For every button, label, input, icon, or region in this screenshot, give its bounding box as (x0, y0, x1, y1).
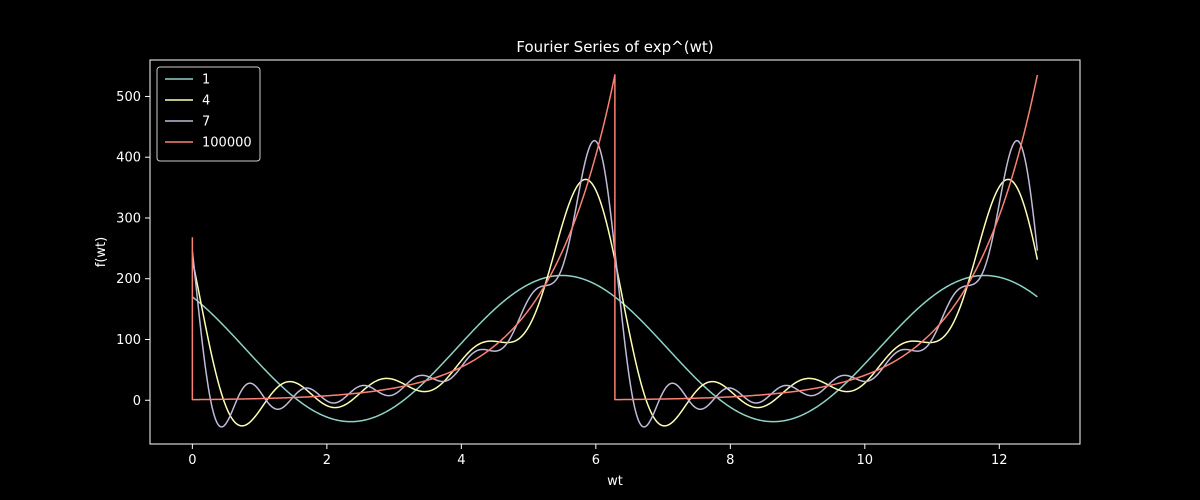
x-tick-label: 10 (857, 453, 874, 468)
legend-label-4: 4 (202, 94, 210, 109)
plot-frame (149, 59, 1081, 445)
y-tick-label: 400 (116, 151, 141, 166)
x-tick-label: 12 (991, 453, 1008, 468)
x-tick-label: 8 (726, 453, 734, 468)
y-tick-label: 300 (116, 211, 141, 226)
x-tick-label: 2 (323, 453, 331, 468)
legend-label-1: 1 (202, 73, 210, 88)
y-tick-label: 100 (116, 333, 141, 348)
legend-label-100000: 100000 (202, 136, 252, 151)
series-layer (191, 74, 1039, 428)
legend-label-7: 7 (202, 115, 210, 130)
x-axis: 0 2 4 6 8 10 12 (188, 444, 1008, 468)
legend: 1 4 7 100000 (156, 66, 261, 162)
y-axis: 0 100 200 300 400 500 (116, 90, 150, 409)
legend-box (156, 66, 261, 162)
x-tick-label: 0 (188, 453, 196, 468)
y-tick-label: 200 (116, 272, 141, 287)
y-tick-label: 0 (133, 394, 141, 409)
y-axis-title: f(wt) (94, 237, 109, 267)
x-tick-label: 4 (457, 453, 465, 468)
series-line-100000 (191, 74, 1039, 401)
chart-title: Fourier Series of exp^(wt) (516, 38, 713, 56)
x-axis-title: wt (607, 474, 623, 489)
y-tick-label: 500 (116, 90, 141, 105)
x-tick-label: 6 (592, 453, 600, 468)
